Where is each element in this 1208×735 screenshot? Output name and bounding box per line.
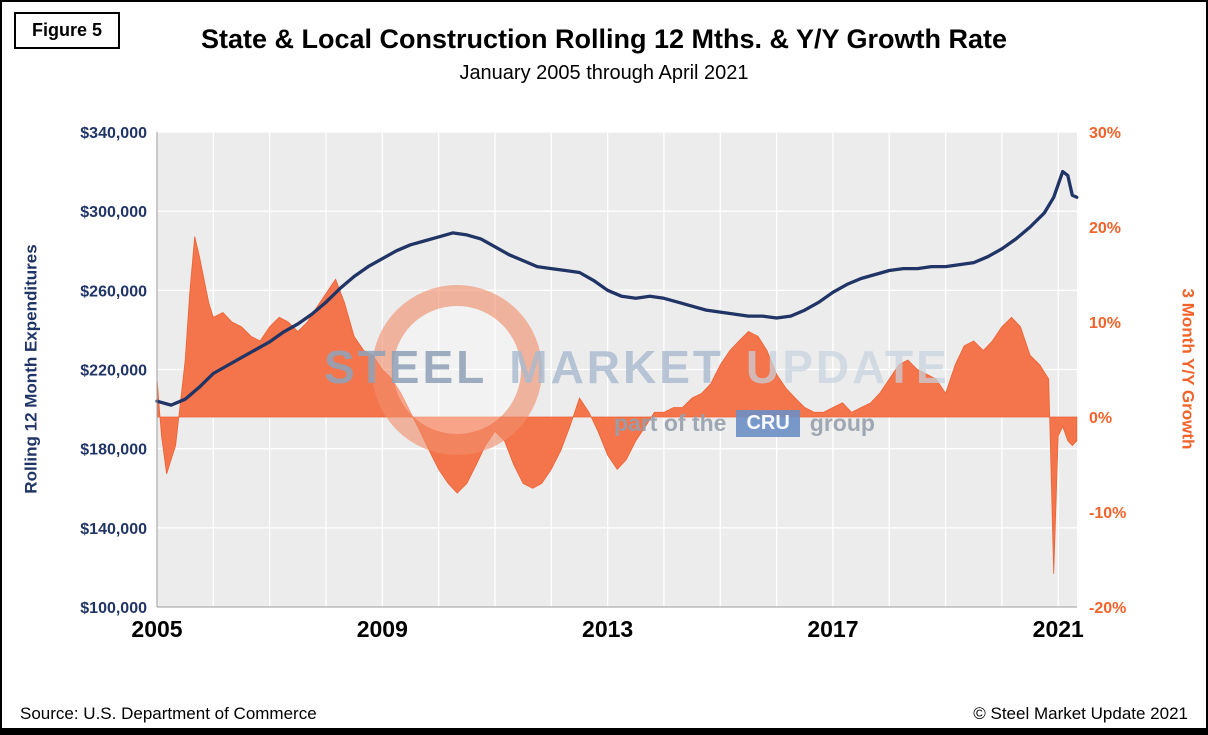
right-axis-tick-label: -10% [1089, 505, 1126, 522]
left-axis-tick-label: $340,000 [80, 125, 147, 142]
left-axis-tick-label: $140,000 [80, 521, 147, 538]
left-axis-tick-label: $300,000 [80, 204, 147, 221]
right-axis-tick-label: 20% [1089, 220, 1121, 237]
right-axis-tick-label: 0% [1089, 410, 1112, 427]
copyright-note: © Steel Market Update 2021 [973, 704, 1188, 723]
left-axis-tick-label: $220,000 [80, 363, 147, 380]
right-axis-tick-label: -20% [1089, 600, 1126, 617]
right-axis-title: 3 Month Y/Y Growth [1178, 288, 1198, 450]
left-axis-tick-label: $180,000 [80, 442, 147, 459]
x-axis-tick-label: 2021 [1033, 616, 1084, 642]
x-axis-tick-label: 2013 [582, 616, 633, 642]
source-note: Source: U.S. Department of Commerce [20, 704, 317, 723]
x-axis-tick-label: 2005 [131, 616, 182, 642]
chart-title: State & Local Construction Rolling 12 Mt… [200, 24, 1008, 54]
right-axis-tick-label: 30% [1089, 125, 1121, 142]
growth-area-series [156, 236, 1078, 574]
expenditures-line-series [155, 169, 1079, 407]
x-axis-tick-label: 2017 [807, 616, 858, 642]
left-axis-title: Rolling 12 Month Expenditures [21, 244, 41, 494]
figure-label: Figure 5 [14, 12, 121, 49]
x-axis-tick-label: 2009 [357, 616, 408, 642]
left-axis-tick-label: $260,000 [80, 283, 147, 300]
chart-subtitle: January 2005 through April 2021 [459, 62, 749, 84]
left-axis-tick-label: $100,000 [80, 600, 147, 617]
right-axis-tick-label: 10% [1089, 315, 1121, 332]
